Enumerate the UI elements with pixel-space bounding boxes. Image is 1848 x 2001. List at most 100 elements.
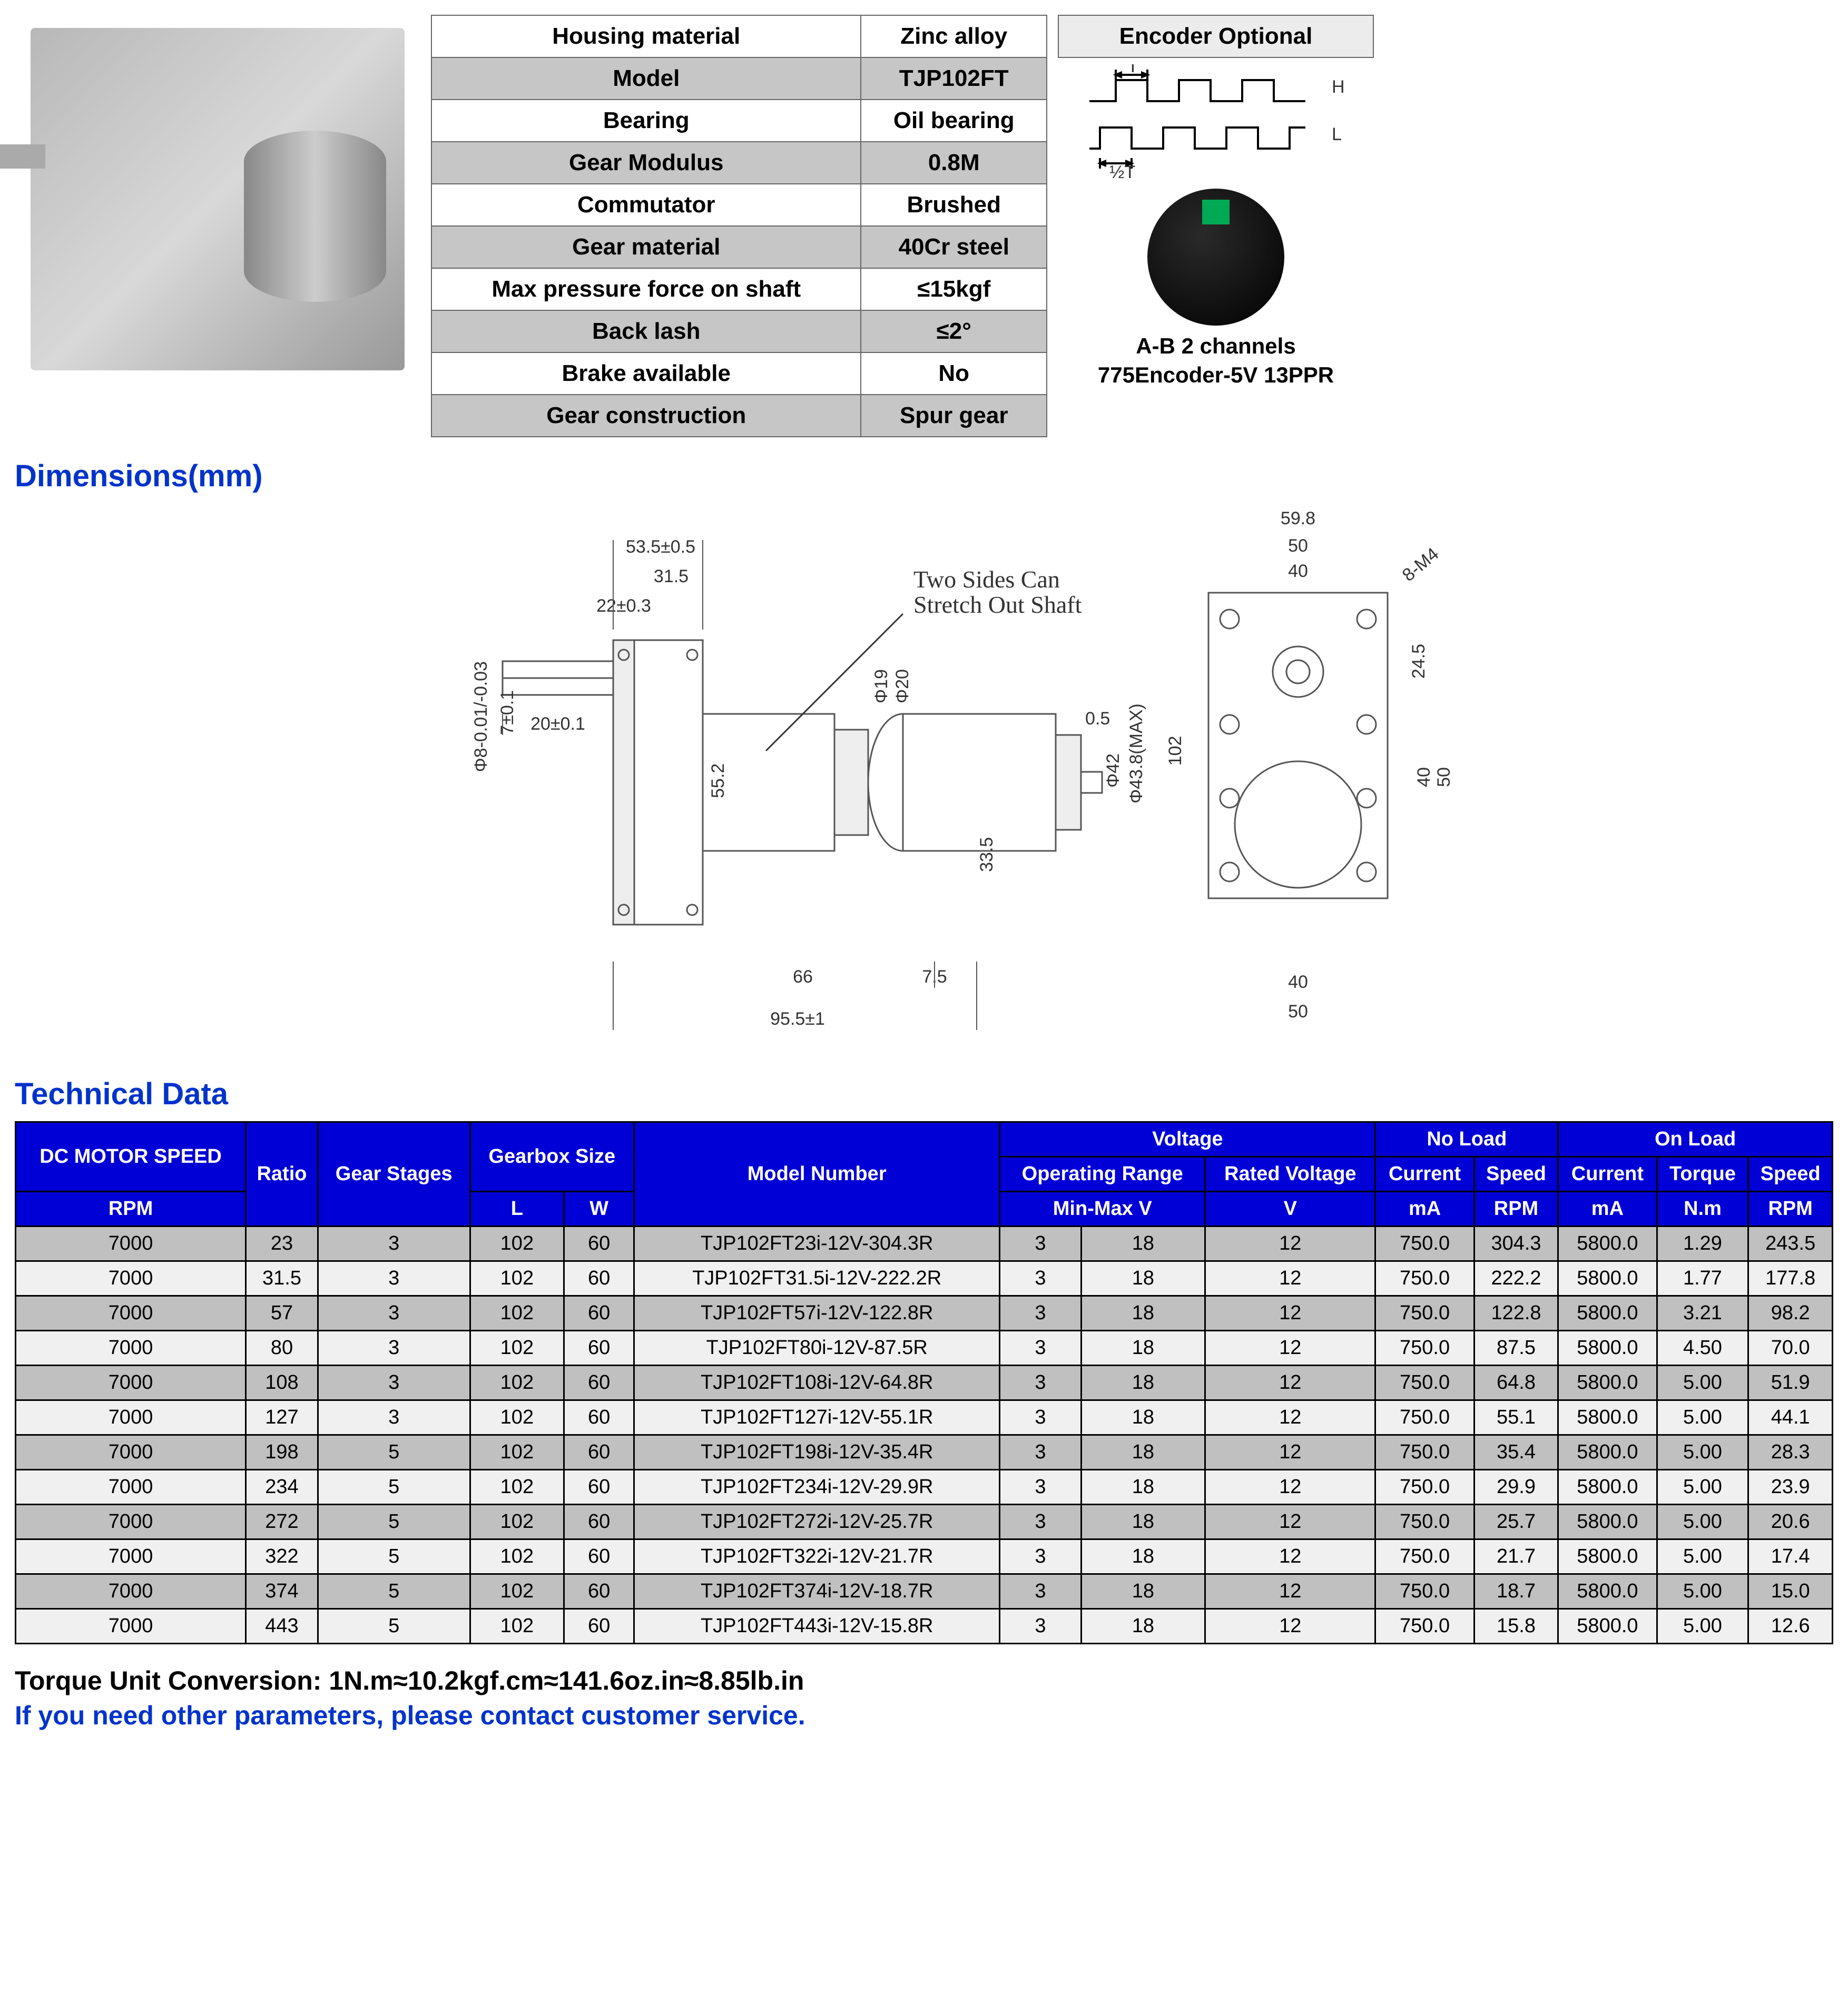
tech-cell: 5.00 xyxy=(1657,1470,1748,1505)
dim-r50: 50 xyxy=(1288,536,1308,556)
dim-phi20: Φ20 xyxy=(892,669,912,703)
dim-66: 66 xyxy=(793,967,813,987)
tech-cell: 18 xyxy=(1081,1470,1205,1505)
tech-cell: 3 xyxy=(318,1261,470,1296)
tech-cell: 3 xyxy=(1000,1505,1081,1539)
tech-cell: 102 xyxy=(470,1331,564,1366)
tech-cell: 5.00 xyxy=(1657,1574,1748,1609)
tech-cell: 5.00 xyxy=(1657,1400,1748,1435)
tech-cell: 7000 xyxy=(16,1539,246,1574)
tech-header: RPM xyxy=(1748,1192,1833,1227)
dim-955: 95.5±1 xyxy=(770,1009,825,1029)
footer-line-2: If you need other parameters, please con… xyxy=(15,1700,1833,1731)
tech-header: Rated Voltage xyxy=(1205,1157,1375,1192)
label-halfT: ½T xyxy=(1109,162,1135,180)
tech-cell: 15.0 xyxy=(1748,1574,1833,1609)
tech-cell: 5.00 xyxy=(1657,1366,1748,1400)
tech-cell: 7000 xyxy=(16,1400,246,1435)
spec-row: ModelTJP102FT xyxy=(431,57,1047,100)
tech-cell: 23.9 xyxy=(1748,1470,1833,1505)
tech-row: 7000443510260TJP102FT443i-12V-15.8R31812… xyxy=(16,1609,1833,1644)
spec-row: Back lash≤2° xyxy=(431,310,1047,352)
tech-cell: TJP102FT443i-12V-15.8R xyxy=(634,1609,1000,1644)
tech-cell: 80 xyxy=(246,1331,318,1366)
tech-cell: 102 xyxy=(470,1574,564,1609)
spec-value: TJP102FT xyxy=(861,57,1047,100)
tech-cell: 7000 xyxy=(16,1366,246,1400)
tech-cell: 21.7 xyxy=(1474,1539,1558,1574)
tech-cell: 102 xyxy=(470,1366,564,1400)
tech-cell: 198 xyxy=(246,1435,318,1470)
tech-cell: 12 xyxy=(1205,1227,1375,1261)
tech-cell: 3 xyxy=(1000,1227,1081,1261)
tech-cell: 5800.0 xyxy=(1558,1296,1657,1331)
spec-value: ≤2° xyxy=(861,310,1047,352)
tech-cell: 5800.0 xyxy=(1558,1609,1657,1644)
tech-cell: 5 xyxy=(318,1505,470,1539)
tech-header: Current xyxy=(1558,1157,1657,1192)
motor-photo xyxy=(31,28,405,370)
tech-cell: 234 xyxy=(246,1470,318,1505)
tech-cell: 102 xyxy=(470,1505,564,1539)
tech-cell: 5800.0 xyxy=(1558,1227,1657,1261)
tech-header: V xyxy=(1205,1192,1375,1227)
tech-cell: 12 xyxy=(1205,1400,1375,1435)
tech-header: Model Number xyxy=(634,1122,1000,1227)
spec-column: Housing materialZinc alloyModelTJP102FTB… xyxy=(431,15,1833,437)
tech-cell: 60 xyxy=(564,1574,634,1609)
tech-cell: 5.00 xyxy=(1657,1505,1748,1539)
tech-cell: 5800.0 xyxy=(1558,1539,1657,1574)
spec-row: BearingOil bearing xyxy=(431,100,1047,142)
tech-header: Current xyxy=(1375,1157,1474,1192)
tech-cell: 7000 xyxy=(16,1609,246,1644)
tech-cell: 3 xyxy=(1000,1296,1081,1331)
dim-535: 53.5±0.5 xyxy=(626,537,695,557)
spec-table: Housing materialZinc alloyModelTJP102FTB… xyxy=(431,15,1047,437)
tech-cell: 35.4 xyxy=(1474,1435,1558,1470)
tech-header: N.m xyxy=(1657,1192,1748,1227)
dimensions-diagram: Two Sides Can Stretch Out Shaft 53.5±0.5… xyxy=(15,503,1833,1062)
tech-cell: 243.5 xyxy=(1748,1227,1833,1261)
spec-label: Brake available xyxy=(431,352,861,395)
dim-r40v: 40 xyxy=(1414,767,1434,787)
tech-cell: 12 xyxy=(1205,1574,1375,1609)
tech-cell: 5 xyxy=(318,1470,470,1505)
dim-20: 20±0.1 xyxy=(530,714,585,734)
encoder-photo xyxy=(1147,189,1284,326)
tech-cell: 5800.0 xyxy=(1558,1366,1657,1400)
tech-cell: 3 xyxy=(318,1400,470,1435)
tech-cell: TJP102FT31.5i-12V-222.2R xyxy=(634,1261,1000,1296)
tech-cell: 7000 xyxy=(16,1261,246,1296)
dim-05: 0.5 xyxy=(1085,709,1110,729)
tech-cell: 87.5 xyxy=(1474,1331,1558,1366)
tech-cell: 750.0 xyxy=(1375,1296,1474,1331)
tech-header: No Load xyxy=(1375,1122,1558,1157)
tech-cell: 3 xyxy=(318,1296,470,1331)
label-H: H xyxy=(1332,77,1345,97)
tech-cell: 5 xyxy=(318,1609,470,1644)
tech-cell: 60 xyxy=(564,1400,634,1435)
tech-header: RPM xyxy=(1474,1192,1558,1227)
dim-598: 59.8 xyxy=(1281,508,1315,528)
tech-cell: 18 xyxy=(1081,1574,1205,1609)
tech-row: 7000127310260TJP102FT127i-12V-55.1R31812… xyxy=(16,1400,1833,1435)
tech-cell: 3 xyxy=(1000,1261,1081,1296)
tech-cell: 443 xyxy=(246,1609,318,1644)
tech-cell: 5.00 xyxy=(1657,1609,1748,1644)
tech-cell: 18 xyxy=(1081,1505,1205,1539)
spec-label: Gear construction xyxy=(431,395,861,437)
tech-header: L xyxy=(470,1192,564,1227)
dim-shaftflat: 7±0.1 xyxy=(497,690,517,735)
dim-r40: 40 xyxy=(1288,561,1308,581)
tech-cell: 12 xyxy=(1205,1470,1375,1505)
tech-cell: 7000 xyxy=(16,1296,246,1331)
technical-data-heading: Technical Data xyxy=(15,1076,1833,1112)
tech-header: W xyxy=(564,1192,634,1227)
tech-row: 700031.5310260TJP102FT31.5i-12V-222.2R31… xyxy=(16,1261,1833,1296)
tech-cell: 3 xyxy=(1000,1400,1081,1435)
tech-header: mA xyxy=(1558,1192,1657,1227)
encoder-caption-2: 775Encoder-5V 13PPR xyxy=(1058,361,1374,390)
tech-header: Voltage xyxy=(1000,1122,1375,1157)
tech-cell: 18 xyxy=(1081,1331,1205,1366)
tech-cell: 57 xyxy=(246,1296,318,1331)
